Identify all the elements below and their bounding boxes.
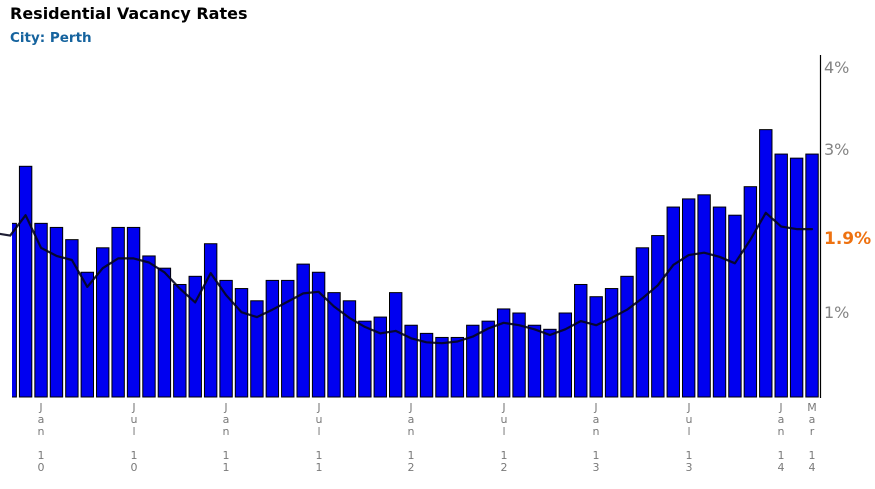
bar-feb-13 [604,288,619,398]
bar-aug-11 [327,292,341,398]
x-tick-jan-11: J a n 1 1 [222,401,230,474]
bar-feb-12 [419,332,434,398]
bar-nov-13 [743,186,758,398]
x-tick-jul-10: J u l 1 0 [130,401,138,474]
bar-mar-13 [620,275,634,398]
bar-sep-10 [157,267,172,398]
bar-jun-10 [111,226,125,398]
current-value-label: 1.9% [824,229,872,249]
bar-feb-10 [49,226,64,398]
bar-may-12 [466,324,480,398]
bar-nov-12 [558,312,573,398]
bar-aug-13 [697,194,711,398]
bar-jan-10 [34,222,48,398]
bar-dec-09 [18,165,33,398]
bar-apr-11 [265,279,280,398]
trend-line [0,211,814,345]
x-tick-jan-14: J a n 1 4 [777,401,785,474]
bar-jun-12 [481,320,495,398]
bar-jun-13 [666,206,680,398]
bar-jul-12 [496,308,511,398]
page-title: Residential Vacancy Rates [10,4,248,23]
bar-apr-10 [80,271,94,398]
bar-jan-13 [589,296,603,398]
bar-nov-11 [373,316,387,398]
y-tick-1: 1% [824,303,850,322]
x-tick-jul-13: J u l 1 3 [685,401,693,474]
bar-may-10 [96,247,110,398]
bar-jan-11 [219,279,233,398]
bar-jul-13 [681,198,696,398]
chart-subtitle-city: City: Perth [10,30,92,46]
x-tick-jul-11: J u l 1 1 [315,401,323,474]
bar-mar-12 [435,336,449,398]
bar-oct-12 [543,328,557,398]
y-tick-4: 4% [824,58,850,77]
bar-apr-13 [635,247,650,398]
x-tick-mar-14: M a r 1 4 [807,401,817,474]
bar-may-11 [281,279,295,398]
bar-mar-11 [250,300,264,398]
bar-feb-11 [234,288,249,398]
bar-jan-14 [774,153,788,398]
x-tick-jan-12: J a n 1 2 [407,401,415,474]
bar-aug-10 [142,255,156,398]
bar-jan-12 [404,324,418,398]
bar-mar-14 [805,153,819,398]
bar-mar-10 [65,239,79,398]
y-tick-3: 3% [824,140,850,159]
bar-oct-13 [728,214,742,398]
bar-oct-10 [173,283,187,398]
bar-dec-13 [759,129,773,398]
bar-sep-11 [342,300,357,398]
bar-jun-11 [296,263,310,398]
bar-nov-10 [188,275,202,398]
bar-jul-11 [311,271,326,398]
x-tick-jan-10: J a n 1 0 [37,401,45,474]
bar-feb-14 [789,157,804,398]
x-tick-jul-12: J u l 1 2 [500,401,508,474]
bar-dec-11 [389,292,403,398]
bar-aug-12 [512,312,526,398]
bar-apr-12 [450,336,465,398]
bar-oct-11 [358,320,372,398]
bars-group [12,129,819,398]
bar-jul-10 [126,226,141,398]
bar-may-13 [651,235,665,398]
bar-sep-12 [527,324,542,398]
bar-sep-13 [712,206,727,398]
bar-dec-10 [203,243,218,398]
bar-dec-12 [574,283,588,398]
x-tick-jan-13: J a n 1 3 [592,401,600,474]
bar-nov-09 [12,222,17,398]
